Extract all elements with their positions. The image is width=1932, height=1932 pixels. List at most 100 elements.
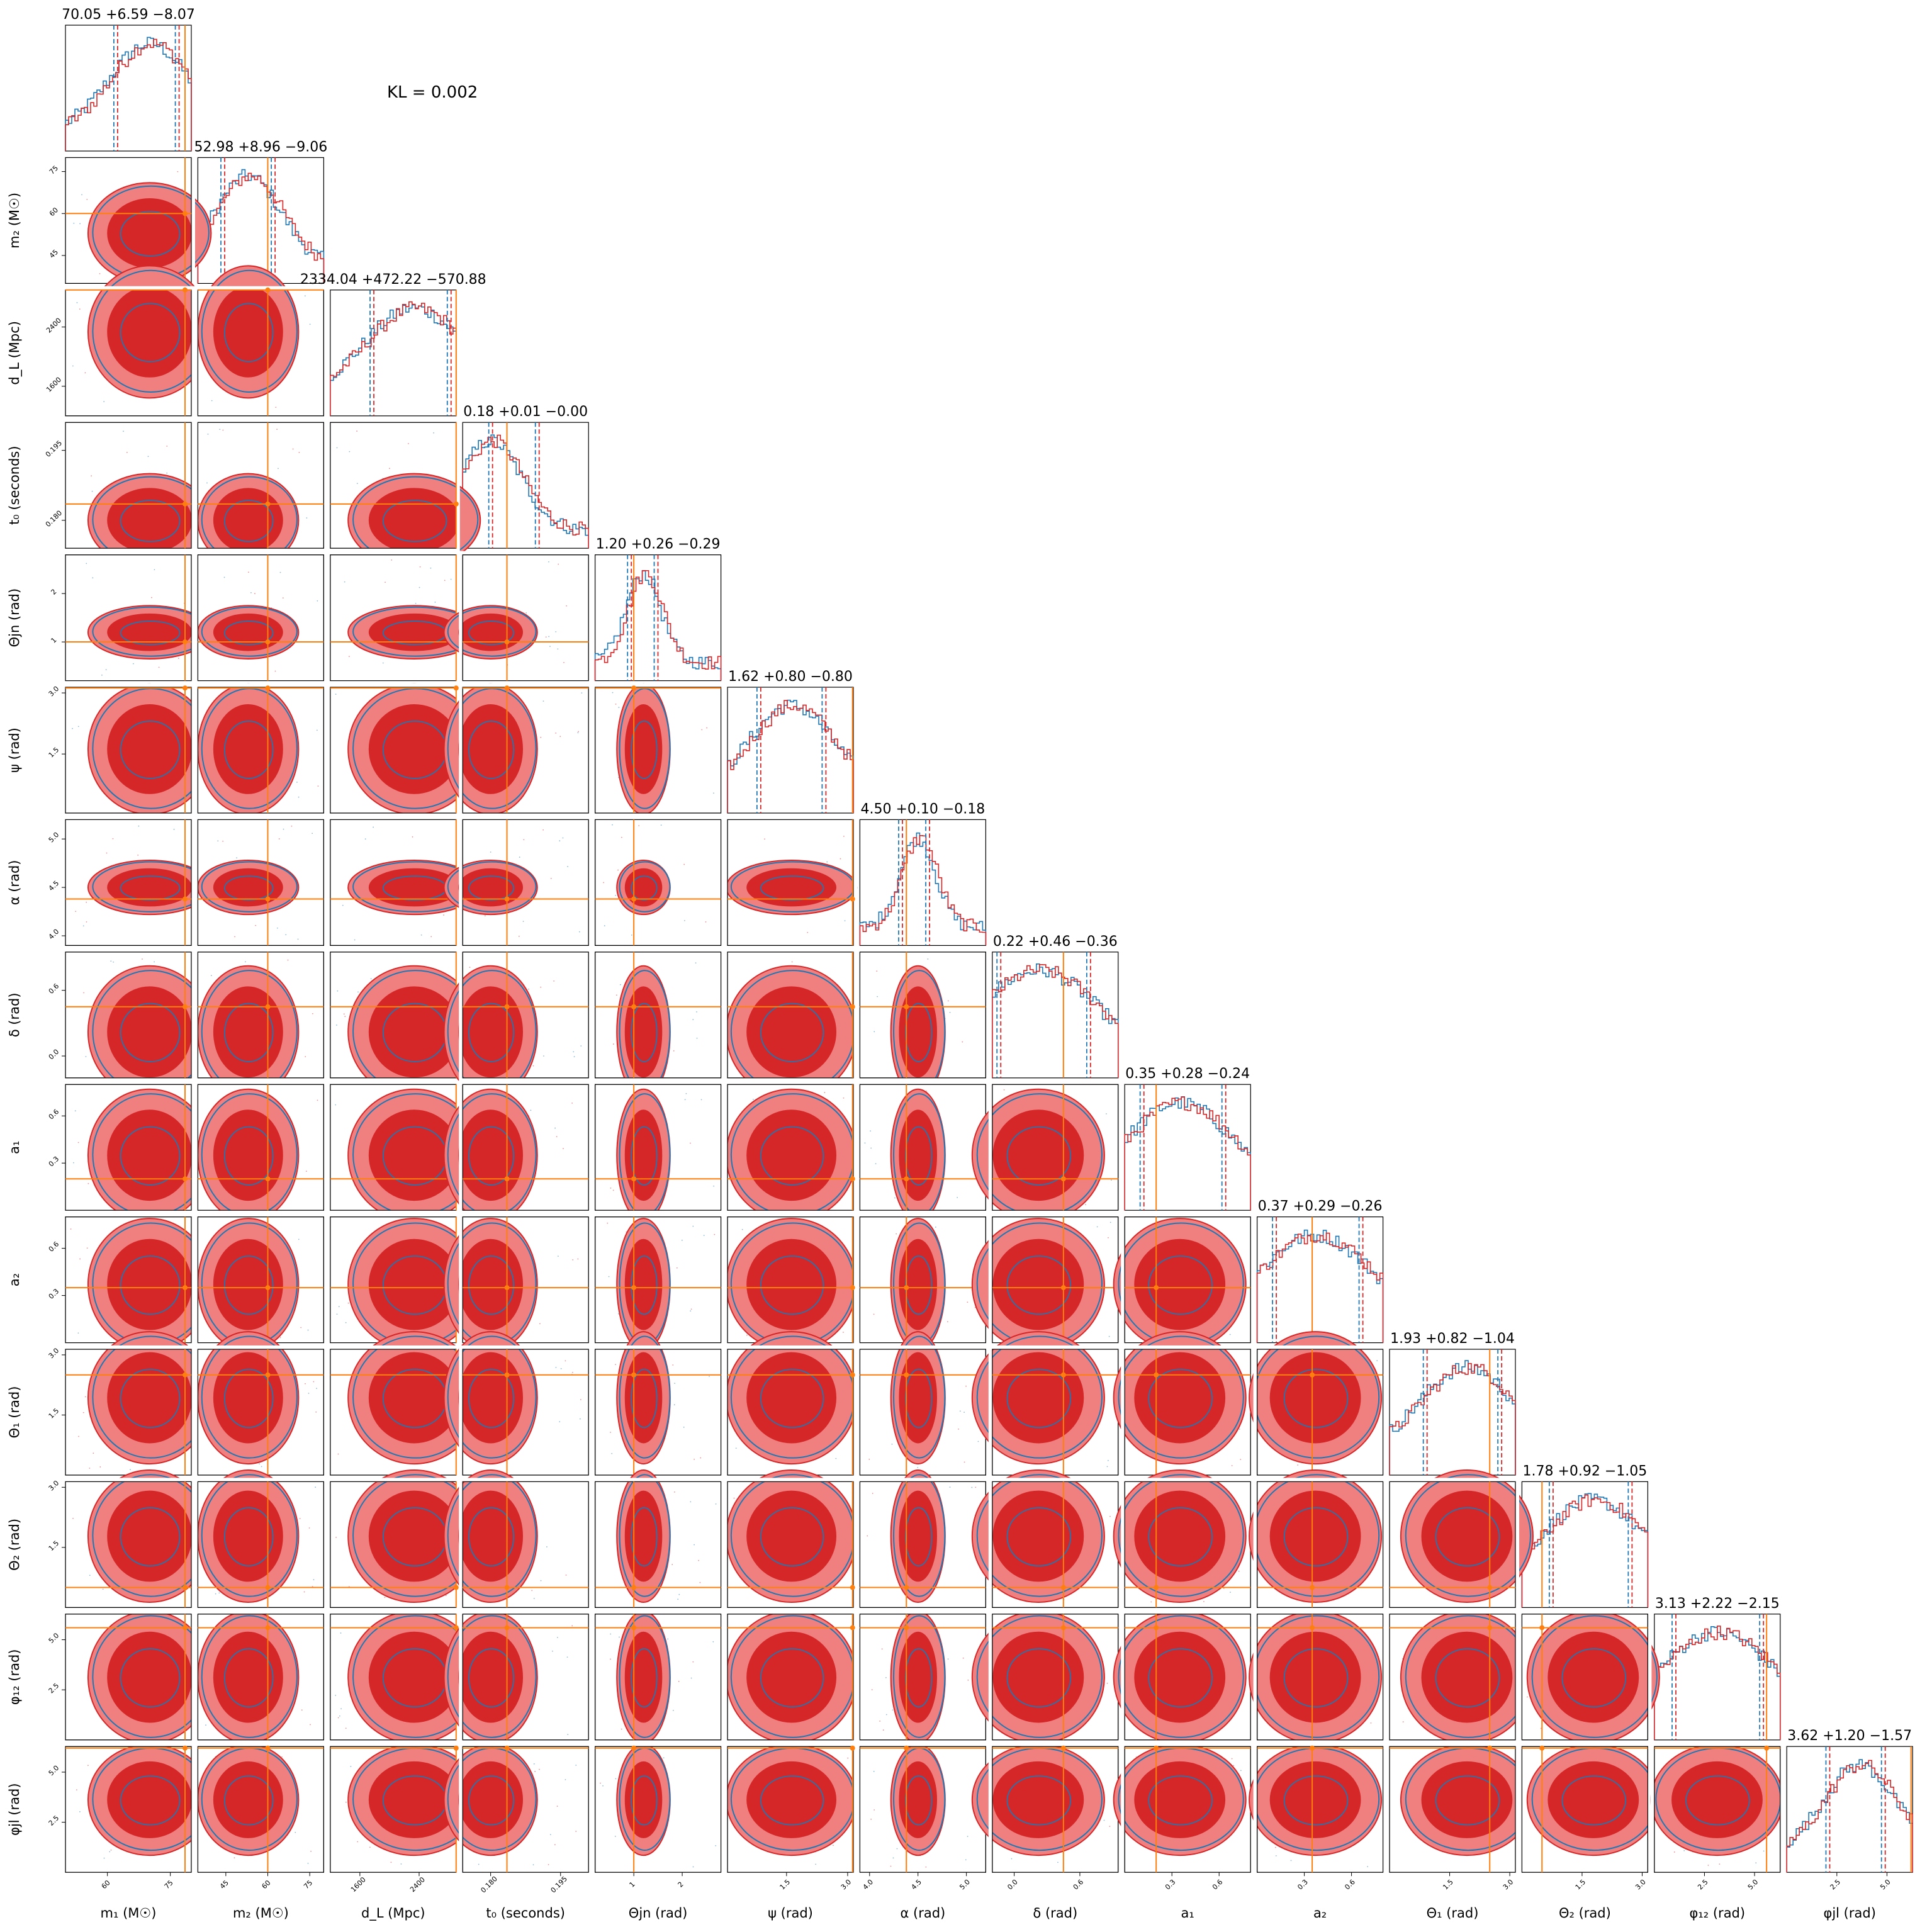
sample-point [110,1849,112,1851]
sample-point [690,1308,692,1310]
sample-point [692,1866,694,1868]
sample-point [384,1597,386,1598]
sample-point [683,1427,685,1428]
panel-psi-vs-m2 [194,683,328,817]
ytick-label-a2: 0.3 [47,1287,61,1301]
xlabel-m1: m₁ (M☉) [101,1906,157,1921]
panel-phijl-vs-phi12 [1650,1743,1784,1877]
ytick-label-m2: 75 [48,164,60,176]
sample-point [660,824,662,826]
contour-series-a-inner [760,1003,824,1062]
sample-point [337,990,339,992]
truth-point [183,1285,188,1291]
panel-border [197,1614,324,1741]
sample-point [543,1055,544,1057]
sample-point [279,1337,281,1339]
panel-phi12-vs-m1 [62,1610,212,1744]
sample-point [1107,1459,1109,1461]
truth-point [265,1585,271,1590]
panel-phijl-vs-m2 [194,1743,328,1877]
sample-point [735,1447,737,1449]
sample-point [70,1228,72,1230]
sample-point [147,456,149,458]
histogram-alpha: 4.50 +0.10 −0.18 [859,801,987,946]
sample-point [896,1233,897,1235]
sample-point [126,452,128,453]
sample-point [540,986,542,988]
ytick-label-dL: 1600 [45,376,63,394]
sample-point [580,1399,581,1400]
sample-point [678,1680,680,1682]
sample-point [391,559,393,561]
histogram-b-m1 [65,38,192,151]
sample-point [1085,1204,1086,1206]
sample-point [278,468,279,469]
panel-border [462,952,589,1079]
sample-point [291,825,293,827]
sample-point [79,1258,81,1260]
truth-point [1487,1585,1493,1590]
sample-point [86,921,87,923]
contour-series-a-outer [976,1474,1103,1597]
sample-point [548,561,549,563]
histogram-title-a1: 0.35 +0.28 −0.24 [1125,1066,1250,1082]
sample-point [336,1025,337,1026]
contour-series-a-inner [223,1648,274,1708]
panel-border [197,1084,324,1211]
sample-point [840,858,841,860]
sample-point [85,1055,87,1057]
truth-point [504,1585,510,1590]
truth-point [183,896,188,902]
sample-point [72,1517,74,1519]
sample-point [1231,1758,1233,1760]
panel-border [65,1481,192,1608]
ytick-label-phijl: 5.0 [47,1764,61,1778]
sample-point [1231,1464,1233,1466]
truth-point [183,1372,188,1378]
sample-point [876,970,878,972]
sample-point [604,925,605,926]
contour-inner [1134,1490,1226,1582]
sample-point [667,1638,669,1640]
truth-point [631,1625,637,1631]
sample-point [1109,1515,1111,1517]
contour-series-a-inner [120,1368,181,1429]
sample-point [86,901,87,903]
panel-a2-vs-m2 [194,1213,328,1352]
truth-point [504,1004,510,1009]
contour-series-a-outer [201,1335,298,1459]
panel-alpha-vs-t0 [443,816,593,950]
sample-point [110,960,112,962]
sample-point [894,1197,896,1199]
histogram-a1: 0.35 +0.28 −0.24 [1124,1066,1251,1211]
sample-point [142,958,143,960]
sample-point [673,1050,675,1052]
contour-series-a-inner [905,1648,933,1708]
sample-point [478,1863,480,1865]
contour-series-a-outer [976,1335,1103,1459]
sample-point [882,1729,884,1731]
panel-border [462,1746,589,1873]
contour-series-a-inner [1006,1368,1072,1429]
xlabel-psi: ψ (rad) [768,1906,813,1921]
sample-point [1376,1360,1378,1362]
sample-point [1240,1770,1242,1772]
sample-point [871,1689,873,1690]
histogram-title-alpha: 4.50 +0.10 −0.18 [860,801,985,817]
sample-point [340,1708,342,1710]
contour-series-a-inner [1283,1648,1349,1708]
ylabel-a1: a₁ [7,1141,22,1154]
sample-point [1233,1765,1235,1766]
sample-point [713,1185,715,1187]
sample-point [681,1239,683,1241]
sample-point [370,978,372,980]
truth-point [504,896,510,902]
sample-point [151,597,152,598]
contour-series-a-outer [447,1474,537,1597]
sample-point [617,869,619,871]
sample-point [959,1410,961,1412]
sample-point [949,1486,951,1488]
panel-phi12-vs-dL [326,1610,481,1744]
ytick-label-phi12: 2.5 [47,1682,61,1695]
panel-theta1-vs-alpha [856,1331,990,1479]
